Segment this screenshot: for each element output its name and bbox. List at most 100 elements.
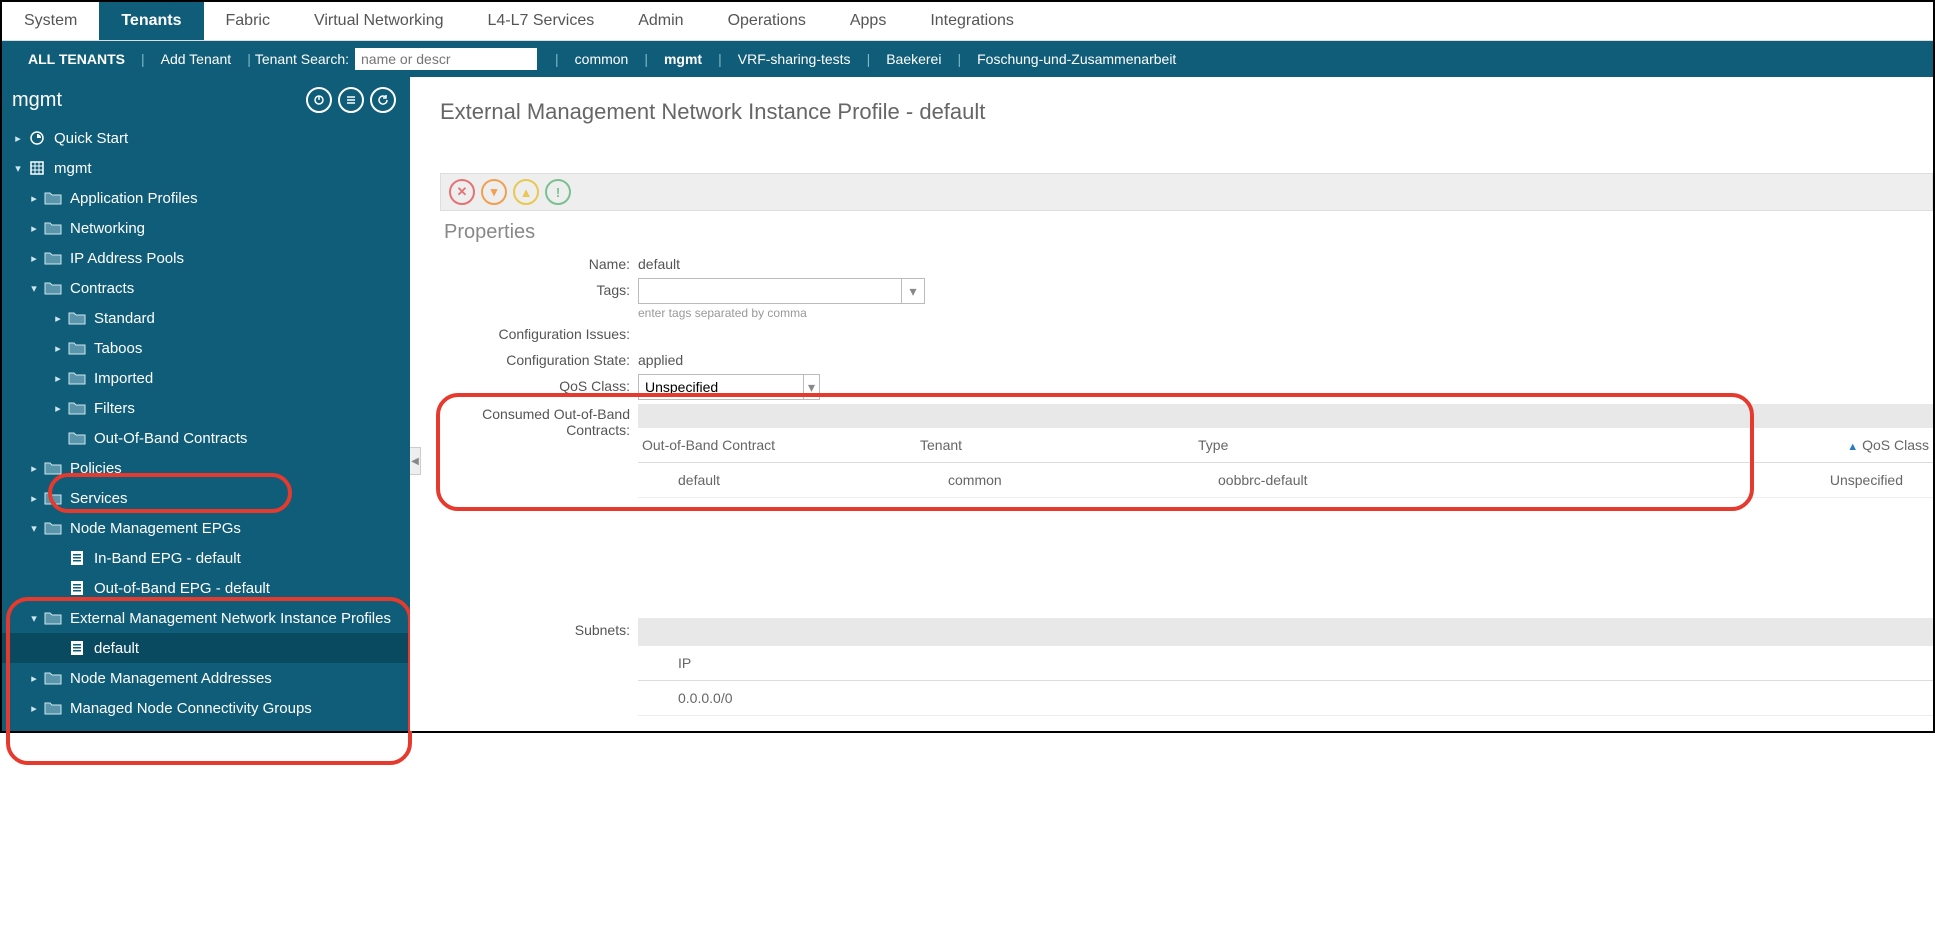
- contracts-col-tenant[interactable]: Tenant: [916, 437, 1194, 453]
- tree-node-services[interactable]: ▸Services: [2, 483, 410, 513]
- tree-node-in-band-epg-default[interactable]: In-Band EPG - default: [2, 543, 410, 573]
- tree-node-node-management-epgs[interactable]: ▾Node Management EPGs: [2, 513, 410, 543]
- nav-tab-operations[interactable]: Operations: [706, 2, 828, 40]
- tree-node-managed-node-connectivity-groups[interactable]: ▸Managed Node Connectivity Groups: [2, 693, 410, 723]
- nav-tab-system[interactable]: System: [2, 2, 99, 40]
- folder-icon: [44, 460, 62, 476]
- name-value: default: [638, 252, 680, 276]
- tenant-link-common[interactable]: common: [563, 51, 641, 67]
- top-navigation: System Tenants Fabric Virtual Networking…: [2, 2, 1933, 41]
- expand-icon[interactable]: ▾: [28, 282, 40, 295]
- fault-major-icon[interactable]: ▾: [481, 179, 507, 205]
- folder-icon: [68, 340, 86, 356]
- tree-node-label: Quick Start: [54, 130, 128, 147]
- nav-tab-l4l7-services[interactable]: L4-L7 Services: [466, 2, 617, 40]
- subnets-table-row[interactable]: 0.0.0.0/0: [638, 681, 1933, 716]
- tree-node-node-management-addresses[interactable]: ▸Node Management Addresses: [2, 663, 410, 693]
- sidebar-refresh-icon[interactable]: [370, 87, 396, 113]
- tree-node-ip-address-pools[interactable]: ▸IP Address Pools: [2, 243, 410, 273]
- nav-tab-apps[interactable]: Apps: [828, 2, 908, 40]
- tree-node-filters[interactable]: ▸Filters: [2, 393, 410, 423]
- contracts-col-qos[interactable]: ▲QoS Class: [1472, 437, 1933, 453]
- folder-icon: [68, 310, 86, 326]
- tags-input[interactable]: [639, 279, 901, 303]
- tree-node-contracts[interactable]: ▾ Contracts: [2, 273, 410, 303]
- tenant-subnav: ALL TENANTS | Add Tenant | Tenant Search…: [2, 41, 1933, 77]
- consumed-oob-contracts-label: Consumed Out-of-Band Contracts:: [444, 402, 638, 442]
- qos-class-select[interactable]: [639, 375, 803, 399]
- expand-icon[interactable]: ▾: [28, 612, 40, 625]
- expand-icon[interactable]: ▸: [28, 672, 40, 685]
- tree-node-policies[interactable]: ▸Policies: [2, 453, 410, 483]
- fault-warning-icon[interactable]: !: [545, 179, 571, 205]
- expand-icon[interactable]: ▸: [28, 252, 40, 265]
- tags-dropdown-icon[interactable]: ▾: [901, 279, 924, 303]
- tree-node-external-management-network-instance-profiles[interactable]: ▾External Management Network Instance Pr…: [2, 603, 410, 633]
- contracts-col-type[interactable]: Type: [1194, 437, 1472, 453]
- tenant-link-mgmt[interactable]: mgmt: [652, 51, 714, 67]
- tree-node-label: Networking: [70, 220, 145, 237]
- fault-minor-icon[interactable]: ▲: [513, 179, 539, 205]
- name-label: Name:: [444, 252, 638, 276]
- sidebar-action-1-icon[interactable]: [306, 87, 332, 113]
- expand-icon[interactable]: ▸: [52, 342, 64, 355]
- tree-node-taboos[interactable]: ▸Taboos: [2, 333, 410, 363]
- expand-icon[interactable]: ▸: [12, 132, 24, 145]
- pane-collapse-handle[interactable]: ◀: [410, 447, 421, 475]
- expand-icon[interactable]: ▸: [28, 492, 40, 505]
- tree-node-application-profiles[interactable]: ▸Application Profiles: [2, 183, 410, 213]
- subnets-table-header[interactable]: IP: [638, 646, 1933, 681]
- tenant-link-foschung[interactable]: Foschung-und-Zusammenarbeit: [965, 51, 1188, 67]
- contracts-table-row[interactable]: default common oobbrc-default Unspecifie…: [638, 463, 1933, 498]
- all-tenants-link[interactable]: ALL TENANTS: [16, 51, 137, 67]
- navigation-sidebar: mgmt ▸ Quick Start ▾ mgmt ▸Application Profi…: [2, 77, 410, 731]
- tags-hint: enter tags separated by comma: [638, 306, 925, 320]
- tree-node-out-of-band-epg-default[interactable]: Out-of-Band EPG - default: [2, 573, 410, 603]
- expand-icon[interactable]: ▸: [28, 702, 40, 715]
- expand-icon[interactable]: ▾: [28, 522, 40, 535]
- nav-tab-virtual-networking[interactable]: Virtual Networking: [292, 2, 466, 40]
- add-tenant-link[interactable]: Add Tenant: [149, 51, 244, 67]
- expand-icon[interactable]: ▸: [28, 462, 40, 475]
- folder-icon: [44, 250, 62, 266]
- sidebar-title: mgmt: [12, 89, 62, 112]
- expand-icon[interactable]: ▸: [28, 222, 40, 235]
- tree-node-label: mgmt: [54, 160, 92, 177]
- tree-node-imported[interactable]: ▸Imported: [2, 363, 410, 393]
- tags-label: Tags:: [444, 278, 638, 302]
- tree-node-quick-start[interactable]: ▸ Quick Start: [2, 123, 410, 153]
- expand-icon[interactable]: ▸: [52, 372, 64, 385]
- sidebar-action-2-icon[interactable]: [338, 87, 364, 113]
- folder-icon: [44, 670, 62, 686]
- folder-icon: [68, 430, 86, 446]
- tree-node-networking[interactable]: ▸ Networking: [2, 213, 410, 243]
- expand-icon[interactable]: ▾: [12, 162, 24, 175]
- tree-node-mgmt[interactable]: ▾ mgmt: [2, 153, 410, 183]
- fault-critical-icon[interactable]: ✕: [449, 179, 475, 205]
- epg-icon: [68, 550, 86, 566]
- tree-node-label: Out-Of-Band Contracts: [94, 430, 247, 447]
- qos-class-label: QoS Class:: [444, 374, 638, 398]
- tree-node-standard[interactable]: ▸Standard: [2, 303, 410, 333]
- tree-node-out-of-band-contracts[interactable]: Out-Of-Band Contracts: [2, 423, 410, 453]
- tenant-link-vrf-sharing-tests[interactable]: VRF-sharing-tests: [726, 51, 863, 67]
- expand-icon[interactable]: ▸: [52, 402, 64, 415]
- folder-icon: [44, 280, 62, 296]
- folder-icon: [44, 220, 62, 236]
- contracts-col-contract[interactable]: Out-of-Band Contract: [638, 437, 916, 453]
- nav-tab-fabric[interactable]: Fabric: [204, 2, 292, 40]
- config-state-label: Configuration State:: [444, 348, 638, 372]
- qos-class-dropdown-icon[interactable]: ▾: [803, 375, 819, 399]
- page-title: External Management Network Instance Pro…: [410, 77, 1933, 143]
- expand-icon[interactable]: ▸: [28, 192, 40, 205]
- tree-node-default[interactable]: default: [2, 633, 410, 663]
- contracts-cell-type: oobbrc-default: [1218, 472, 1488, 488]
- expand-icon[interactable]: ▸: [52, 312, 64, 325]
- tenant-link-baekerei[interactable]: Baekerei: [874, 51, 953, 67]
- nav-tab-integrations[interactable]: Integrations: [908, 2, 1036, 40]
- nav-tab-admin[interactable]: Admin: [616, 2, 705, 40]
- folder-icon: [68, 370, 86, 386]
- tenant-search-input[interactable]: [355, 48, 537, 70]
- tree-node-label: Contracts: [70, 280, 134, 297]
- nav-tab-tenants[interactable]: Tenants: [99, 2, 203, 40]
